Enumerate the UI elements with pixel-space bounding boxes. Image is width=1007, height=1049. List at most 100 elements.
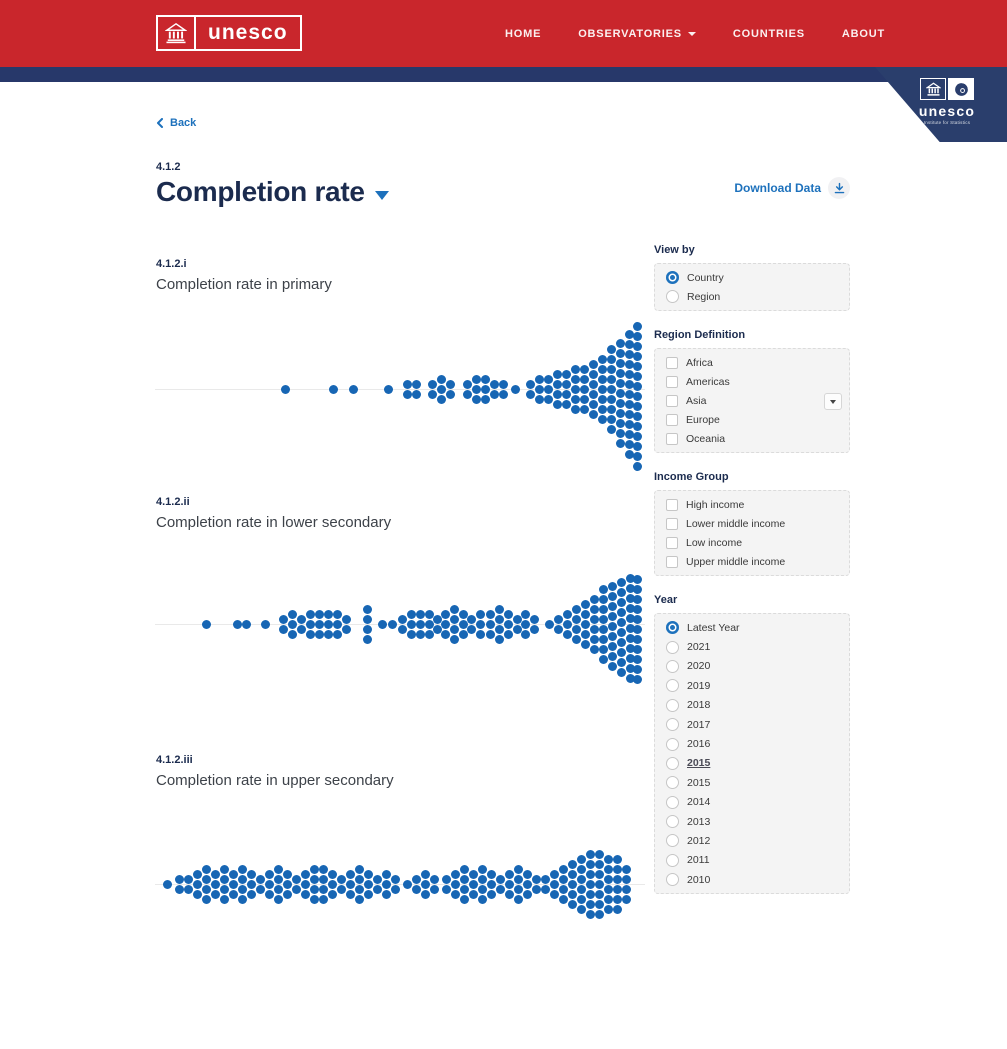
data-dot[interactable]	[309, 864, 319, 874]
checkbox-icon[interactable]	[666, 356, 678, 369]
checkbox-icon[interactable]	[666, 555, 678, 568]
data-dot[interactable]	[282, 889, 292, 899]
checkbox-option-africa[interactable]: Africa	[655, 353, 849, 372]
data-dot[interactable]	[571, 604, 581, 614]
radio-option-2011[interactable]: 2011	[655, 851, 849, 870]
radio-option-2019[interactable]: 2019	[655, 676, 849, 695]
data-dot[interactable]	[228, 869, 238, 879]
data-dot[interactable]	[441, 874, 451, 884]
data-dot[interactable]	[558, 894, 568, 904]
data-dot[interactable]	[597, 374, 607, 384]
data-dot[interactable]	[264, 889, 274, 899]
checkbox-option-europe[interactable]: Europe	[655, 410, 849, 429]
data-dot[interactable]	[362, 604, 372, 614]
data-dot[interactable]	[632, 351, 642, 361]
radio-option-2016[interactable]: 2016	[655, 734, 849, 753]
checkbox-icon[interactable]	[666, 432, 678, 445]
checkbox-icon[interactable]	[666, 394, 678, 407]
data-dot[interactable]	[606, 414, 616, 424]
data-dot[interactable]	[597, 414, 607, 424]
data-dot[interactable]	[621, 864, 631, 874]
data-dot[interactable]	[327, 879, 337, 889]
data-dot[interactable]	[540, 874, 550, 884]
data-dot[interactable]	[615, 428, 625, 438]
data-dot[interactable]	[612, 884, 622, 894]
data-dot[interactable]	[468, 889, 478, 899]
data-dot[interactable]	[305, 619, 315, 629]
data-dot[interactable]	[632, 371, 642, 381]
radio-option-2017[interactable]: 2017	[655, 715, 849, 734]
data-dot[interactable]	[616, 647, 626, 657]
data-dot[interactable]	[607, 631, 617, 641]
data-dot[interactable]	[503, 609, 513, 619]
data-dot[interactable]	[571, 614, 581, 624]
data-dot[interactable]	[174, 874, 184, 884]
data-dot[interactable]	[372, 884, 382, 894]
data-dot[interactable]	[228, 889, 238, 899]
data-dot[interactable]	[607, 601, 617, 611]
data-dot[interactable]	[525, 389, 535, 399]
data-dot[interactable]	[466, 624, 476, 634]
data-dot[interactable]	[282, 869, 292, 879]
data-dot[interactable]	[459, 884, 469, 894]
data-dot[interactable]	[616, 577, 626, 587]
data-dot[interactable]	[309, 874, 319, 884]
data-dot[interactable]	[597, 364, 607, 374]
data-dot[interactable]	[632, 381, 642, 391]
data-dot[interactable]	[282, 879, 292, 889]
radio-icon[interactable]	[666, 737, 679, 751]
data-dot[interactable]	[255, 884, 265, 894]
data-dot[interactable]	[606, 404, 616, 414]
checkbox-option-high-income[interactable]: High income	[655, 495, 849, 514]
data-dot[interactable]	[615, 438, 625, 448]
data-dot[interactable]	[612, 894, 622, 904]
radio-icon[interactable]	[666, 815, 679, 829]
data-dot[interactable]	[372, 874, 382, 884]
data-dot[interactable]	[246, 869, 256, 879]
data-dot[interactable]	[318, 894, 328, 904]
data-dot[interactable]	[485, 609, 495, 619]
data-dot[interactable]	[411, 874, 421, 884]
data-dot[interactable]	[561, 379, 571, 389]
data-dot[interactable]	[264, 869, 274, 879]
radio-selected-icon[interactable]	[666, 271, 679, 284]
data-dot[interactable]	[589, 624, 599, 634]
data-dot[interactable]	[624, 409, 634, 419]
data-dot[interactable]	[580, 599, 590, 609]
data-dot[interactable]	[495, 874, 505, 884]
data-dot[interactable]	[589, 634, 599, 644]
data-dot[interactable]	[594, 889, 604, 899]
data-dot[interactable]	[237, 894, 247, 904]
data-dot[interactable]	[570, 394, 580, 404]
data-dot[interactable]	[632, 331, 642, 341]
data-dot[interactable]	[625, 643, 635, 653]
data-dot[interactable]	[616, 597, 626, 607]
data-dot[interactable]	[415, 629, 425, 639]
data-dot[interactable]	[424, 629, 434, 639]
data-dot[interactable]	[466, 614, 476, 624]
data-dot[interactable]	[603, 894, 613, 904]
data-dot[interactable]	[429, 884, 439, 894]
unesco-logo[interactable]: unesco	[156, 15, 302, 51]
data-dot[interactable]	[402, 389, 412, 399]
data-dot[interactable]	[287, 609, 297, 619]
data-dot[interactable]	[362, 624, 372, 634]
data-dot[interactable]	[318, 874, 328, 884]
data-dot[interactable]	[571, 624, 581, 634]
radio-selected-icon[interactable]	[666, 621, 679, 635]
data-dot[interactable]	[486, 889, 496, 899]
data-dot[interactable]	[624, 429, 634, 439]
data-dot[interactable]	[498, 389, 508, 399]
data-dot[interactable]	[558, 884, 568, 894]
data-dot[interactable]	[603, 864, 613, 874]
data-dot[interactable]	[580, 629, 590, 639]
data-dot[interactable]	[332, 619, 342, 629]
data-dot[interactable]	[632, 614, 642, 624]
data-dot[interactable]	[615, 388, 625, 398]
data-dot[interactable]	[603, 904, 613, 914]
data-dot[interactable]	[616, 617, 626, 627]
data-dot[interactable]	[462, 379, 472, 389]
data-dot[interactable]	[287, 619, 297, 629]
data-dot[interactable]	[354, 864, 364, 874]
checkbox-icon[interactable]	[666, 413, 678, 426]
